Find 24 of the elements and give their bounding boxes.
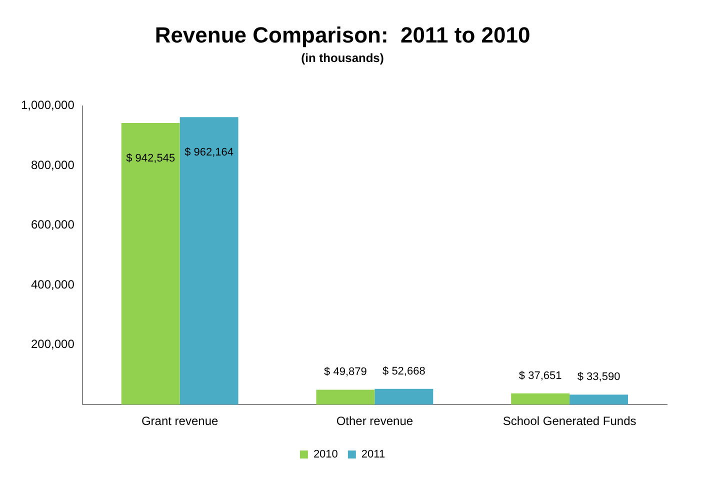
chart-title: Revenue Comparison: 2011 to 2010 xyxy=(154,22,530,48)
data-label: $ 962,164 xyxy=(184,146,234,159)
legend-label: 2010 xyxy=(313,448,338,461)
x-tick-label: Other revenue xyxy=(336,414,414,428)
bar xyxy=(374,388,434,405)
legend-label: 2011 xyxy=(361,448,386,461)
chart-subtitle: (in thousands) xyxy=(301,50,384,65)
bar xyxy=(316,390,375,405)
bar xyxy=(180,117,238,405)
y-tick-label: 1,000,000 xyxy=(20,98,75,112)
x-tick-label: Grant revenue xyxy=(141,414,218,428)
bar xyxy=(121,122,180,405)
bar xyxy=(570,394,628,405)
data-label: $ 52,668 xyxy=(382,365,426,378)
y-tick-label: 400,000 xyxy=(30,277,75,292)
data-label: $ 37,651 xyxy=(518,370,562,382)
y-tick-label: 800,000 xyxy=(30,158,75,172)
y-tick-label: 600,000 xyxy=(30,218,75,232)
x-tick-label: School Generated Funds xyxy=(502,414,636,428)
y-tick-label: 200,000 xyxy=(30,337,75,352)
bar xyxy=(511,393,570,405)
data-label: $ 49,879 xyxy=(324,366,367,378)
data-label: $ 33,590 xyxy=(577,371,620,384)
data-label: $ 942,545 xyxy=(126,152,176,164)
